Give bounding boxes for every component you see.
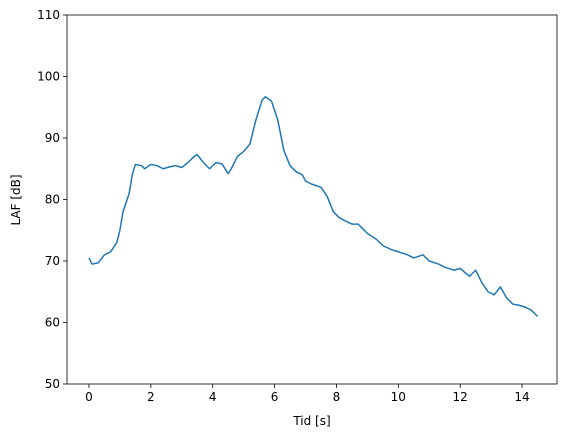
y-tick-label: 100 bbox=[37, 70, 60, 84]
x-tick-label: 0 bbox=[85, 390, 93, 404]
x-tick-label: 6 bbox=[271, 390, 279, 404]
plot-frame bbox=[66, 14, 558, 385]
y-tick-label: 70 bbox=[45, 254, 60, 268]
y-tick-label: 50 bbox=[45, 377, 60, 391]
y-tick-label: 90 bbox=[45, 131, 60, 145]
x-tick-label: 4 bbox=[209, 390, 217, 404]
x-tick-label: 12 bbox=[453, 390, 468, 404]
x-tick-label: 14 bbox=[514, 390, 529, 404]
data-line bbox=[88, 96, 539, 317]
y-axis-label: LAF [dB] bbox=[9, 174, 23, 225]
y-tick-label: 60 bbox=[45, 316, 60, 330]
x-tick-label: 10 bbox=[391, 390, 406, 404]
y-tick-label: 80 bbox=[45, 193, 60, 207]
x-tick-label: 8 bbox=[333, 390, 341, 404]
y-tick-label: 110 bbox=[37, 8, 60, 22]
x-tick-label: 2 bbox=[147, 390, 155, 404]
x-axis-label: Tid [s] bbox=[292, 414, 330, 428]
